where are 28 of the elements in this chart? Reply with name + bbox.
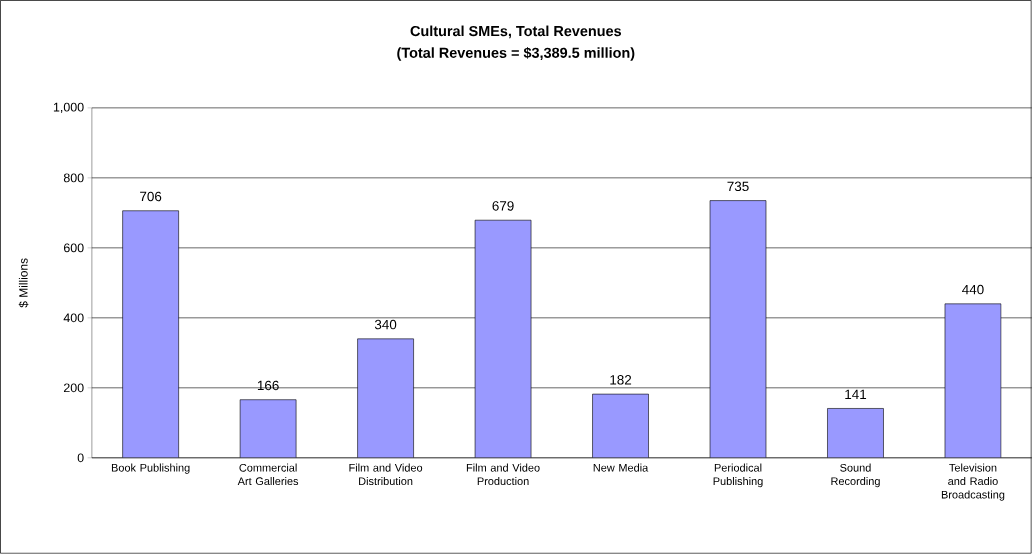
chart-subtitle: (Total Revenues = $3,389.5 million) [397,47,635,61]
x-tick-label: Commercial Art Galleries [237,463,299,486]
data-label: 182 [610,375,632,385]
x-tick-label: New Media [593,463,649,472]
x-tick-label: Film and Video Production [466,463,540,486]
y-axis-title: $ Millions [18,258,29,308]
x-tick-label: Periodical Publishing [713,463,763,488]
y-tick-label: 1,000 [53,102,84,114]
y-tick-label: 800 [63,173,84,183]
bar [592,393,649,458]
data-label: 166 [257,380,279,391]
x-tick-label: Film and Video Distribution [349,463,423,486]
chart-title: Cultural SMEs, Total Revenues [410,25,622,39]
data-label: 141 [845,389,867,400]
data-label: 706 [140,191,162,202]
x-tick-label: Book Publishing [111,463,190,474]
bar [827,408,884,458]
y-tick-label: 400 [63,313,84,323]
y-tick-label: 0 [77,453,84,463]
y-tick-label: 200 [63,383,84,393]
bar [239,399,297,458]
data-label: 679 [492,201,514,211]
x-tick-label: Television and Radio Broadcasting [941,463,1005,501]
data-label: 340 [374,319,397,330]
y-tick-label: 600 [63,243,84,253]
data-label: 735 [727,181,749,192]
x-tick-label: Sound Recording [831,463,880,488]
data-label: 440 [962,284,984,295]
